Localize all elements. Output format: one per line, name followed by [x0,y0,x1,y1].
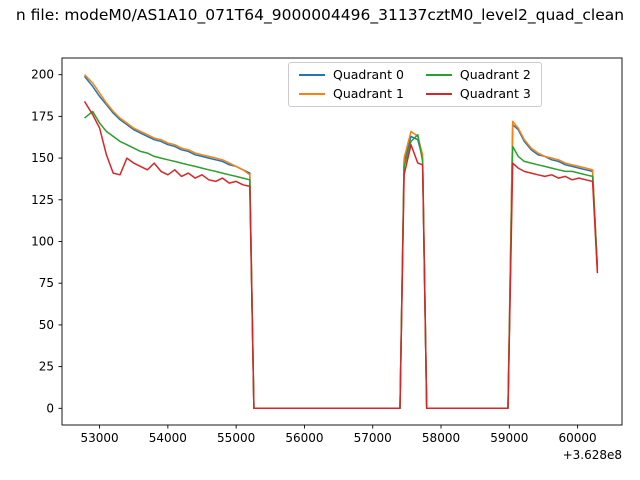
x-tick-label: 59000 [490,431,528,445]
legend-line-sample [299,74,325,77]
y-tick-label: 175 [31,109,54,123]
y-tick-label: 125 [31,193,54,207]
legend: Quadrant 0 Quadrant 1 Quadrant 2 Quadrant 3 [288,62,542,107]
x-tick-label: 57000 [354,431,392,445]
y-tick-label: 50 [39,318,54,332]
series-line-quadrant-3 [83,101,599,410]
legend-item-quadrant-3: Quadrant 3 [425,85,531,101]
x-tick-label: 55000 [217,431,255,445]
x-tick-label: 56000 [285,431,323,445]
legend-line-sample [425,74,452,77]
axes-frame [61,57,623,426]
y-tick-label: 100 [31,235,54,249]
figure-title: n file: modeM0/AS1A10_071T64_9000004496_… [15,6,625,24]
legend-label: Quadrant 0 [333,67,404,82]
legend-label: Quadrant 2 [459,67,531,82]
legend-label: Quadrant 3 [459,85,531,101]
legend-item-quadrant-1: Quadrant 1 [299,85,404,101]
y-tick-label: 150 [31,151,54,165]
legend-item-quadrant-2: Quadrant 2 [425,67,531,82]
x-axis-offset-label: +3.628e8 [563,448,622,462]
y-tick-label: 200 [31,68,54,82]
series-line-quadrant-0 [83,75,599,410]
legend-item-quadrant-0: Quadrant 0 [299,67,404,82]
x-tick-label: 58000 [422,431,460,445]
x-tick-label: 60000 [559,431,597,445]
x-tick-label: 54000 [149,431,187,445]
series-line-quadrant-1 [83,74,599,410]
legend-label: Quadrant 1 [333,85,404,101]
y-tick-label: 75 [39,276,54,290]
x-tick-label: 53000 [80,431,118,445]
legend-line-sample [425,92,452,95]
y-tick-label: 25 [39,360,54,374]
y-tick-label: 0 [46,401,54,415]
legend-line-sample [299,92,325,95]
series-line-quadrant-2 [84,110,599,410]
